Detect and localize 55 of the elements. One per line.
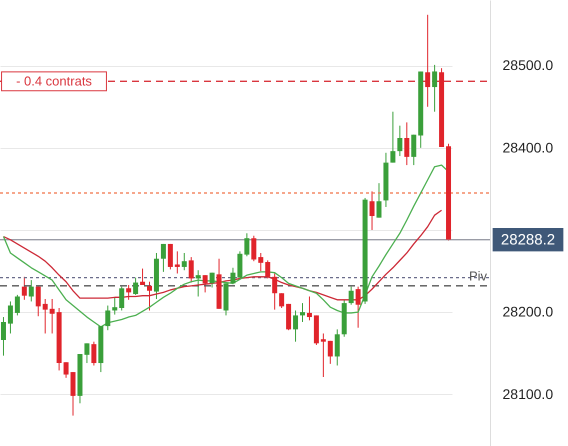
candlestick [168,243,173,270]
y-tick-label: 28200.0 [502,304,554,320]
candlestick [174,250,180,274]
candlestick [356,286,361,328]
candlestick [28,280,34,302]
candlestick [182,252,187,271]
ref-line-label: - 0.4 contrats [16,73,92,88]
candlestick [210,272,215,288]
candlestick [230,267,236,285]
candlestick [14,294,20,316]
candlestick [425,14,430,108]
candlestick [320,332,326,378]
candlestick [300,302,305,322]
candlestick [22,276,27,300]
candlestick [237,250,242,278]
candlestick [126,284,132,300]
y-tick-label: 28500.0 [502,57,554,74]
candlestick [188,256,194,284]
candlestick [105,305,110,331]
candlestick [279,292,284,309]
candlestick [50,298,55,334]
candlestick [328,340,333,364]
candlestick [202,274,208,293]
candlestick [370,190,375,230]
candlestick [8,300,13,334]
candlestick [70,372,76,416]
ref-line-label: Piv [468,268,488,284]
candlestick [432,64,438,112]
candlestick [160,243,166,272]
candlestick [196,270,201,298]
candlestick [404,122,410,166]
candlestick [376,182,382,218]
candlestick [36,286,41,317]
y-tick-label: 28400.0 [502,139,554,156]
candlestick [147,281,152,311]
candlestick [42,298,48,334]
y-tick-label: 28100.0 [502,386,554,402]
candlestick [272,273,278,310]
ref-line-label: 28288.2 [500,232,556,249]
candlestick [306,296,312,321]
candlestick [334,328,340,366]
candlestick [140,268,146,286]
candlestick [0,316,6,356]
candlestick [119,286,124,311]
candlestick [293,310,298,342]
candlestick [397,125,402,157]
candlestick [112,296,118,316]
candlestick [133,277,138,296]
candlestick [348,286,354,306]
candlestick [251,235,256,262]
candlestick [84,342,90,364]
candlestick [64,362,69,378]
candlestick [244,232,250,257]
candlestick [91,341,96,366]
candlestick [390,111,396,164]
